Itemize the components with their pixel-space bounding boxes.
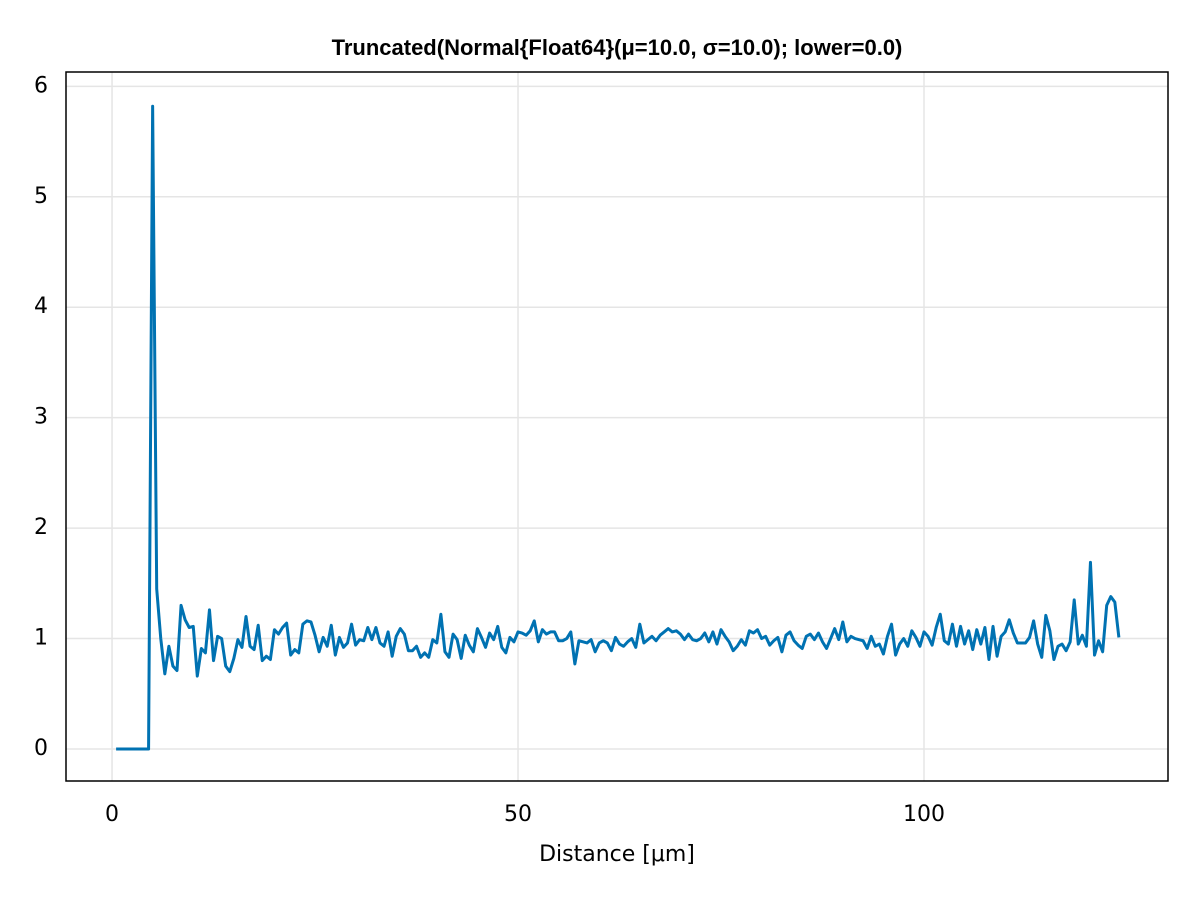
data-line (116, 104, 1121, 751)
y-tick-label: 6 (34, 73, 48, 98)
y-tick-label: 3 (34, 405, 48, 430)
x-tick-label: 50 (504, 802, 532, 827)
x-tick-label: 100 (903, 802, 945, 827)
y-tick-label: 2 (34, 515, 48, 540)
y-tick-label: 4 (34, 294, 48, 319)
x-tick-label: 0 (105, 802, 119, 827)
x-axis-label: Distance [μm] (539, 842, 695, 867)
y-tick-label: 0 (34, 736, 48, 761)
y-tick-label: 5 (34, 184, 48, 209)
chart-title: Truncated(Normal{Float64}(μ=10.0, σ=10.0… (332, 35, 903, 60)
plot-frame (65, 71, 1169, 782)
y-tick-label: 1 (34, 626, 48, 651)
